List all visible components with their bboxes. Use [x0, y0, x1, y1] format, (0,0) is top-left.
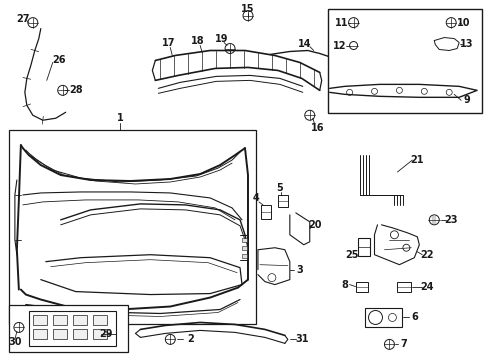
Text: 16: 16 [311, 123, 324, 133]
Bar [73, 329, 87, 339]
Text: 15: 15 [241, 4, 255, 14]
Text: 14: 14 [298, 39, 312, 49]
Text: 17: 17 [162, 37, 175, 48]
Text: 6: 6 [411, 312, 417, 323]
Bar [261, 205, 271, 219]
Bar [9, 305, 128, 352]
Bar [242, 246, 247, 250]
Text: 9: 9 [464, 95, 470, 105]
Text: 7: 7 [400, 339, 407, 349]
Bar [73, 315, 87, 325]
Bar [356, 282, 368, 292]
Bar [242, 238, 247, 242]
Bar [53, 315, 67, 325]
Text: 31: 31 [295, 334, 309, 345]
Text: 25: 25 [345, 250, 358, 260]
Bar [53, 329, 67, 339]
Bar [365, 307, 402, 328]
Bar [9, 130, 256, 324]
Text: 30: 30 [8, 337, 22, 347]
Text: 22: 22 [420, 250, 434, 260]
Text: 21: 21 [411, 155, 424, 165]
Text: 11: 11 [335, 18, 348, 28]
Text: 2: 2 [187, 334, 194, 345]
Text: 19: 19 [215, 33, 229, 44]
Text: 5: 5 [276, 183, 283, 193]
Text: 26: 26 [52, 55, 66, 66]
Text: 27: 27 [16, 14, 29, 24]
Text: 1: 1 [117, 113, 124, 123]
Text: 12: 12 [333, 41, 346, 50]
Text: 20: 20 [308, 220, 321, 230]
Bar [278, 195, 288, 207]
Text: 29: 29 [99, 329, 112, 339]
Text: 3: 3 [296, 265, 303, 275]
Bar [242, 254, 247, 258]
Text: 24: 24 [420, 282, 434, 292]
Text: 18: 18 [192, 36, 205, 46]
Text: 4: 4 [252, 193, 259, 203]
Bar [33, 315, 47, 325]
Text: 8: 8 [341, 280, 348, 289]
Bar [397, 282, 412, 292]
Bar [358, 238, 369, 256]
Text: 23: 23 [444, 215, 458, 225]
Text: 10: 10 [457, 18, 471, 28]
Bar [33, 329, 47, 339]
Text: 13: 13 [461, 39, 474, 49]
Bar [93, 329, 106, 339]
Bar [29, 311, 117, 346]
Text: 28: 28 [69, 85, 82, 95]
Bar [93, 315, 106, 325]
Bar [328, 9, 482, 113]
